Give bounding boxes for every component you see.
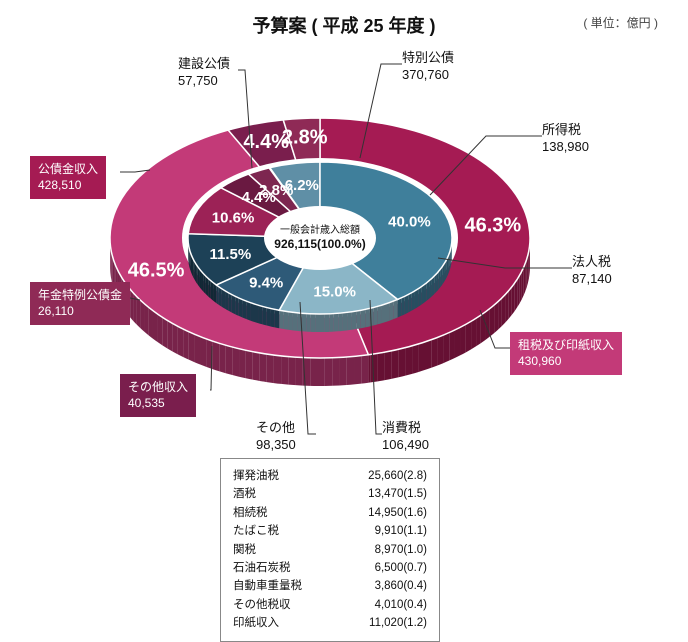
detail-row: 関税8,970(1.0) [233,541,427,559]
callout-kensetsu: 建設公債57,750 [178,56,230,90]
box-callout-sozei: 租税及び印紙収入430,960 [510,332,622,375]
callout-tokubetsu: 特別公債370,760 [402,50,454,84]
callout-shouhi: 消費税106,490 [382,420,429,454]
detail-breakdown: 揮発油税25,660(2.8)酒税13,470(1.5)相続税14,950(1.… [220,458,440,642]
svg-text:2.8%: 2.8% [259,182,293,199]
detail-row: 酒税13,470(1.5) [233,485,427,503]
box-callout-nenkin: 年金特例公債金26,110 [30,282,130,325]
callout-sonota: その他98,350 [256,420,296,454]
detail-row: 印紙収入11,020(1.2) [233,614,427,632]
svg-text:10.6%: 10.6% [212,209,255,226]
svg-text:2.8%: 2.8% [282,126,328,148]
svg-text:9.4%: 9.4% [249,274,283,291]
detail-row: 自動車重量税3,860(0.4) [233,577,427,595]
detail-row: たばこ税9,910(1.1) [233,522,427,540]
svg-text:46.3%: 46.3% [464,214,521,236]
detail-row: 揮発油税25,660(2.8) [233,467,427,485]
svg-text:11.5%: 11.5% [209,246,251,263]
detail-row: 相続税14,950(1.6) [233,504,427,522]
callout-shotoku: 所得税138,980 [542,122,589,156]
box-callout-kousai: 公債金収入428,510 [30,156,106,199]
detail-row: その他税収4,010(0.4) [233,596,427,614]
center-total: 一般会計歳入総額 926,115(100.0%) [262,224,378,253]
detail-row: 石油石炭税6,500(0.7) [233,559,427,577]
svg-text:15.0%: 15.0% [313,283,356,300]
svg-text:40.0%: 40.0% [388,213,431,230]
svg-text:46.5%: 46.5% [128,260,185,282]
callout-houjin: 法人税87,140 [572,254,612,288]
box-callout-sonota2: その他収入40,535 [120,374,196,417]
